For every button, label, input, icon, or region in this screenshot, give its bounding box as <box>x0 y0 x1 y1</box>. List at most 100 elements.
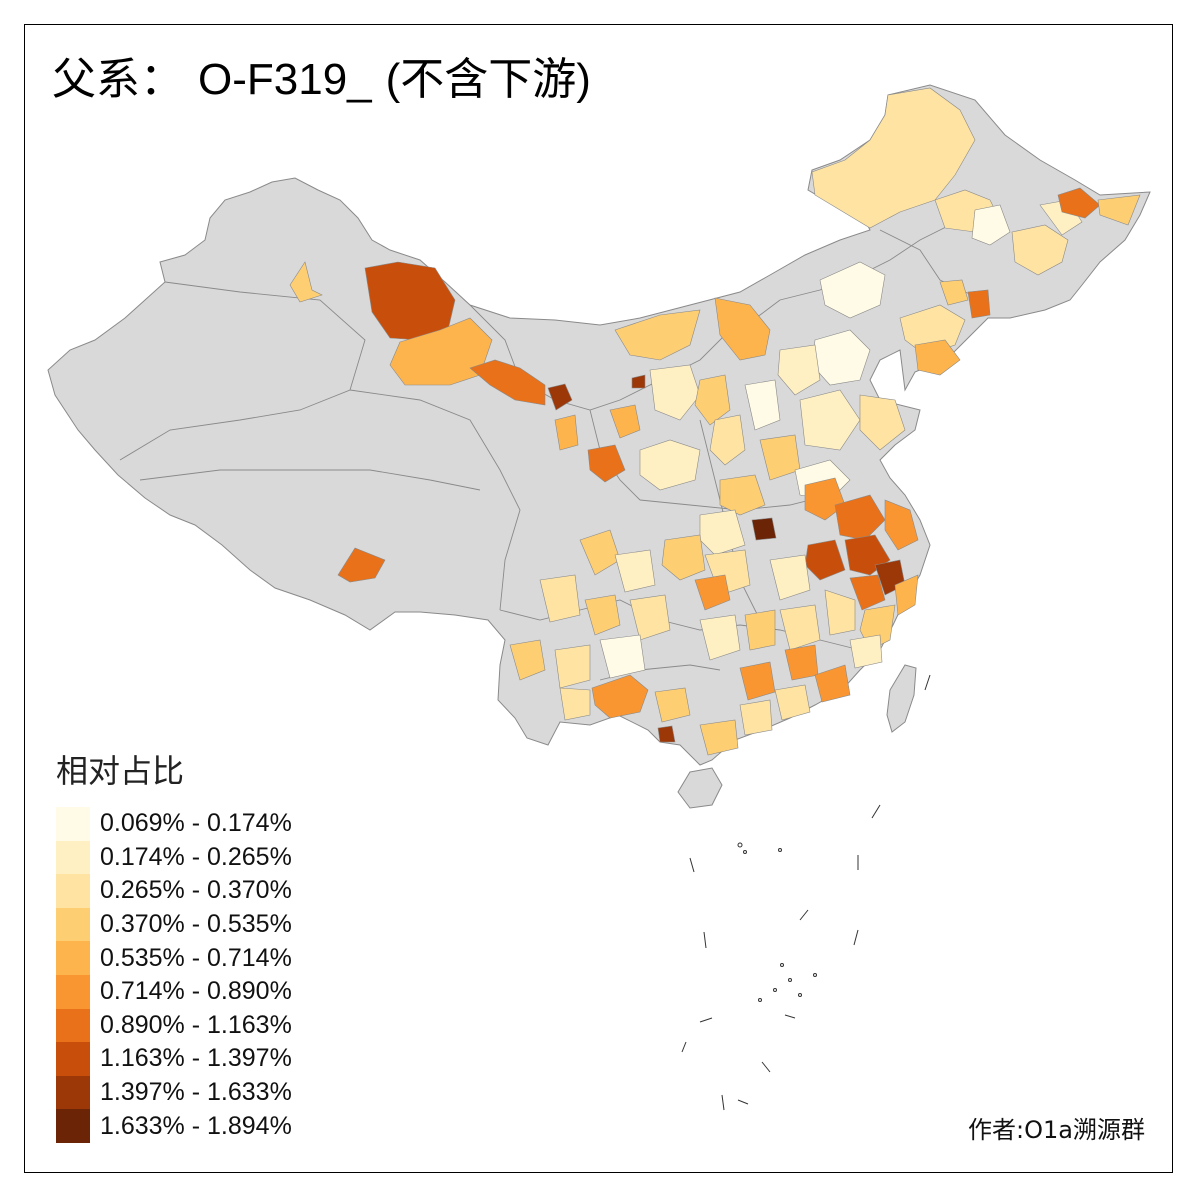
legend-label: 1.633% - 1.894% <box>100 1111 292 1140</box>
region <box>591 674 649 719</box>
region <box>554 414 579 451</box>
region <box>739 699 773 736</box>
island-dash <box>799 909 809 921</box>
region <box>884 499 919 551</box>
legend-label: 0.890% - 1.163% <box>100 1010 292 1039</box>
legend-item: 1.633% - 1.894% <box>56 1109 292 1143</box>
south-sea-islands <box>681 674 931 1111</box>
region <box>539 574 581 623</box>
region <box>609 404 641 439</box>
region <box>614 309 701 361</box>
region <box>777 344 821 396</box>
region <box>714 297 771 361</box>
island-dot <box>788 978 792 982</box>
hainan-island <box>677 767 723 809</box>
legend-item: 0.174% - 0.265% <box>56 840 292 875</box>
legend-label: 0.370% - 0.535% <box>100 910 292 939</box>
legend-item: 0.535% - 0.714% <box>56 941 292 975</box>
region <box>774 684 811 721</box>
island-dash <box>784 1014 796 1019</box>
island-dash <box>761 1061 771 1073</box>
island-dash <box>871 804 881 819</box>
region <box>699 614 741 661</box>
island-dot <box>758 998 762 1002</box>
legend-label: 1.163% - 1.397% <box>100 1044 292 1073</box>
boundary-line <box>779 224 951 301</box>
region <box>631 374 646 389</box>
island-dash <box>924 674 931 691</box>
region <box>657 725 676 743</box>
region <box>1057 187 1101 219</box>
legend-label: 1.397% - 1.633% <box>100 1078 292 1107</box>
region <box>654 687 691 723</box>
mainland-outline <box>47 84 1151 766</box>
legend-swatch <box>56 941 90 975</box>
region <box>739 661 776 701</box>
legend: 相对占比 0.069% - 0.174% 0.174% - 0.265% 0.265… <box>56 755 292 1143</box>
region <box>834 494 886 541</box>
legend-rows: 0.069% - 0.174% 0.174% - 0.265% 0.265% - 0… <box>56 807 292 1143</box>
region <box>629 594 671 641</box>
boundary-line <box>349 389 521 611</box>
region <box>289 261 323 303</box>
region <box>779 604 821 651</box>
region <box>614 549 656 593</box>
legend-swatch <box>56 974 90 1009</box>
taiwan-island <box>886 664 917 733</box>
region <box>814 664 851 703</box>
map-title: 父系： O-F319_ (不含下游) <box>52 58 591 102</box>
legend-item: 0.890% - 1.163% <box>56 1008 292 1043</box>
region <box>1011 224 1069 276</box>
island-dash <box>721 1094 725 1111</box>
legend-item: 0.265% - 0.370% <box>56 874 292 908</box>
region <box>699 719 739 756</box>
region <box>799 389 861 451</box>
legend-label: 0.714% - 0.890% <box>100 977 292 1006</box>
region <box>971 204 1011 246</box>
region <box>819 261 886 319</box>
region <box>824 589 856 636</box>
data-regions <box>289 87 1141 756</box>
title-code: O-F319_ <box>198 55 372 104</box>
region <box>744 379 781 431</box>
island-dot <box>780 963 784 967</box>
region <box>509 639 546 681</box>
region <box>694 374 731 426</box>
region <box>559 687 591 721</box>
region <box>547 383 573 411</box>
island-dash <box>699 1017 713 1023</box>
legend-item: 0.370% - 0.535% <box>56 907 292 942</box>
region <box>639 439 701 491</box>
legend-swatch <box>56 1008 90 1043</box>
region <box>719 474 766 516</box>
legend-swatch <box>56 874 90 908</box>
legend-swatch <box>56 1109 90 1143</box>
region <box>469 359 546 406</box>
region <box>599 634 646 679</box>
region <box>751 517 777 541</box>
island-dash <box>737 1099 749 1105</box>
island-dash <box>689 857 695 873</box>
region <box>744 609 776 651</box>
legend-swatch <box>56 1042 90 1076</box>
region <box>661 534 706 581</box>
title-suffix: (不含下游) <box>385 55 591 104</box>
island-dot <box>798 993 802 997</box>
legend-item: 1.397% - 1.633% <box>56 1075 292 1110</box>
legend-item: 0.069% - 0.174% <box>56 807 292 841</box>
legend-swatch <box>56 907 90 942</box>
island-dash <box>853 929 859 946</box>
region <box>967 289 991 319</box>
author-credit: 作者:O1a溯源群 <box>968 1116 1145 1144</box>
legend-label: 0.069% - 0.174% <box>100 809 292 838</box>
region <box>554 644 591 689</box>
legend-swatch <box>56 807 90 841</box>
legend-title: 相对占比 <box>56 752 185 790</box>
island-dot <box>813 973 817 977</box>
map-frame <box>24 24 1173 1173</box>
region <box>849 634 883 669</box>
region <box>587 444 626 483</box>
island-dot <box>743 850 747 854</box>
legend-item: 1.163% - 1.397% <box>56 1042 292 1076</box>
